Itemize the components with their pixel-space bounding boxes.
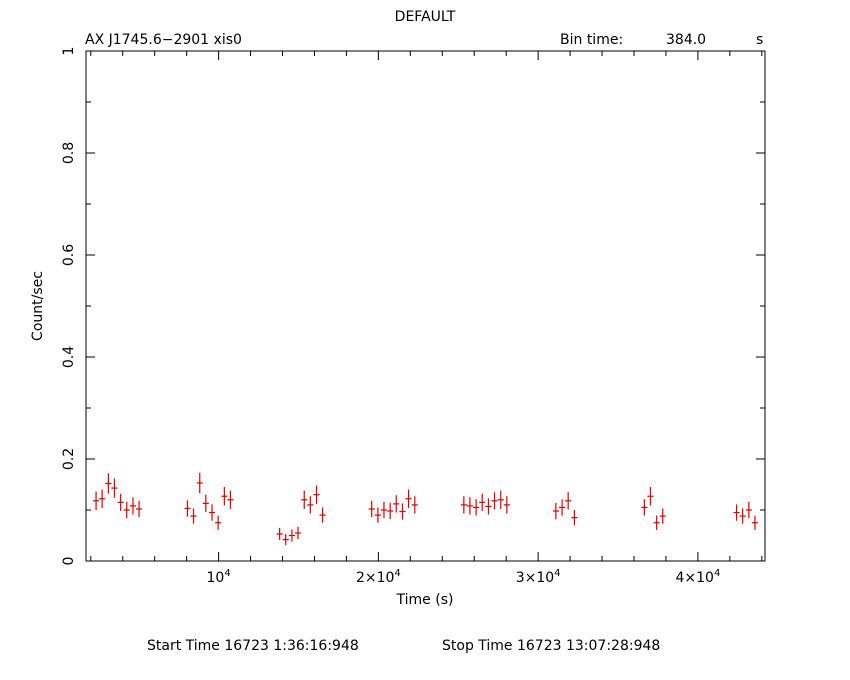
data-point <box>497 490 504 509</box>
data-point <box>117 493 124 512</box>
y-tick-label: 0.6 <box>61 244 77 266</box>
x-tick-labels: 104 2×104 3×104 4×104 <box>207 568 721 586</box>
data-point <box>393 495 400 513</box>
data-point <box>647 487 654 506</box>
data-point <box>411 496 418 514</box>
data-point <box>123 501 130 519</box>
x-tick-label: 3×104 <box>516 568 561 586</box>
y-tick-label: 0.2 <box>61 448 77 470</box>
data-point <box>491 492 498 510</box>
data-point <box>105 473 112 494</box>
data-point <box>92 491 100 510</box>
bin-time-value: 384.0 <box>666 32 706 48</box>
plot-frame <box>85 50 766 562</box>
data-point <box>307 496 314 514</box>
data-point <box>190 508 197 524</box>
data-point <box>221 487 228 506</box>
data-point <box>196 472 203 494</box>
data-point <box>276 527 283 541</box>
data-point <box>227 490 234 509</box>
data-point <box>301 490 308 509</box>
axis-ticks <box>86 50 765 562</box>
y-tick-label: 0 <box>61 557 77 566</box>
data-point <box>571 510 578 526</box>
data-point <box>99 489 106 508</box>
stop-time-footer: Stop Time 16723 13:07:28:948 <box>442 638 660 654</box>
data-point <box>739 508 746 524</box>
y-tick-label: 1 <box>61 47 77 56</box>
data-point <box>659 508 666 524</box>
data-point <box>374 507 381 523</box>
data-point <box>466 497 473 515</box>
data-points <box>92 472 759 546</box>
data-point <box>313 485 320 504</box>
source-label: AX J1745.6−2901 xis0 <box>85 32 242 48</box>
data-point <box>282 533 289 546</box>
data-point <box>111 478 118 498</box>
data-point <box>319 507 326 523</box>
data-point <box>733 504 740 521</box>
data-point <box>294 526 302 540</box>
data-point <box>473 499 480 516</box>
data-point <box>399 503 406 520</box>
data-point <box>202 494 209 513</box>
data-point <box>485 498 492 515</box>
data-point <box>552 502 559 520</box>
x-tick-label: 104 <box>207 568 231 586</box>
data-point <box>503 496 510 514</box>
data-point <box>745 501 752 519</box>
y-tick-label: 0.8 <box>61 142 77 164</box>
data-point <box>751 515 759 530</box>
y-tick-label: 0.4 <box>61 346 77 368</box>
chart-title: DEFAULT <box>395 9 456 25</box>
y-tick-labels: 0 0.2 0.4 0.6 0.8 1 <box>61 47 77 566</box>
data-point <box>380 501 388 519</box>
data-point <box>208 504 216 521</box>
data-point <box>460 496 467 514</box>
data-point <box>184 500 191 517</box>
x-axis-label: Time (s) <box>396 592 454 608</box>
start-time-footer: Start Time 16723 1:36:16:948 <box>147 638 359 654</box>
data-point <box>641 499 648 516</box>
x-tick-label: 2×104 <box>356 568 401 586</box>
bin-time-unit: s <box>756 32 763 48</box>
y-axis-label: Count/sec <box>30 271 46 341</box>
data-point <box>559 499 566 516</box>
data-point <box>288 529 296 542</box>
data-point <box>565 492 572 510</box>
data-point <box>479 493 486 512</box>
data-point <box>387 502 394 520</box>
data-point <box>653 515 660 530</box>
data-point <box>368 500 375 518</box>
x-tick-label: 4×104 <box>675 568 720 586</box>
data-point <box>135 500 143 518</box>
data-point <box>215 515 222 530</box>
data-point <box>405 489 412 508</box>
data-point <box>129 497 137 515</box>
bin-time-label: Bin time: <box>560 32 623 48</box>
